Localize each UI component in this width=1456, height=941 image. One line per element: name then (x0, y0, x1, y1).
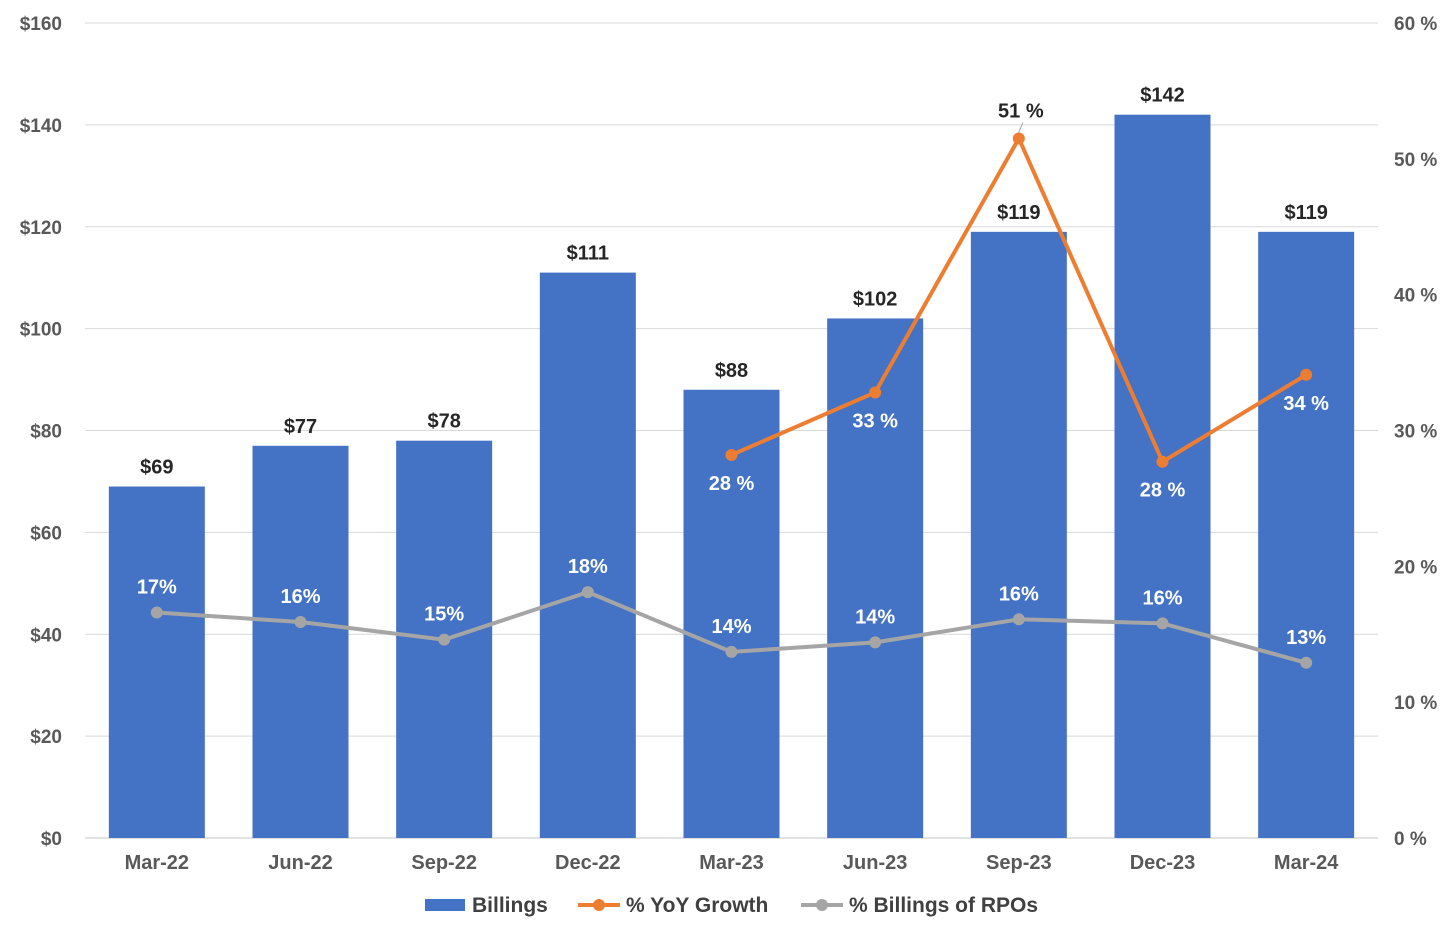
legend-marker-rpo-share (816, 899, 828, 911)
x-axis-category-label: Dec-23 (1130, 852, 1196, 874)
rpo-share-point (294, 616, 307, 629)
y-axis-tick-label: $100 (20, 320, 62, 341)
yoy-growth-point (1012, 132, 1025, 145)
yoy-growth-point (1156, 455, 1169, 468)
rpo-share-data-label: 17% (137, 577, 177, 599)
y-axis-tick-label: $60 (30, 523, 62, 544)
y2-axis-tick-label: 0 % (1394, 829, 1427, 850)
billings-data-label: $119 (1284, 202, 1327, 224)
billings-bar (1114, 114, 1211, 838)
legend-label-billings: Billings (472, 894, 548, 917)
billings-data-label: $88 (715, 360, 748, 382)
legend-label-rpo-share: % Billings of RPOs (849, 894, 1038, 917)
legend-label-yoy-growth: % YoY Growth (626, 894, 768, 917)
yoy-growth-point (869, 386, 882, 399)
billings-data-label: $102 (853, 288, 898, 310)
y2-axis-tick-label: 30 % (1394, 422, 1437, 443)
x-axis-category-label: Mar-23 (699, 852, 763, 874)
x-axis-category-label: Jun-23 (843, 852, 907, 874)
yoy-growth-point (1300, 368, 1313, 381)
rpo-share-point (1300, 656, 1313, 669)
rpo-share-point (581, 586, 594, 599)
yoy-growth-data-label: 51 % (998, 100, 1044, 122)
rpo-share-data-label: 15% (424, 604, 464, 626)
billings-data-label: $78 (427, 411, 460, 433)
rpo-share-point (725, 645, 738, 658)
legend-marker-yoy-growth (593, 899, 605, 911)
x-axis-category-label: Dec-22 (555, 852, 621, 874)
billings-data-label: $142 (1140, 85, 1185, 107)
yoy-growth-data-label: 34 % (1283, 393, 1329, 415)
y-axis-tick-label: $140 (20, 116, 62, 137)
rpo-share-data-label: 16% (1142, 587, 1182, 609)
legend-swatch-billings (425, 899, 465, 911)
y2-axis-tick-label: 10 % (1394, 693, 1437, 714)
x-axis-category-label: Jun-22 (268, 852, 332, 874)
rpo-share-data-label: 18% (568, 556, 608, 578)
rpo-share-point (438, 633, 451, 646)
rpo-share-data-label: 16% (999, 583, 1039, 605)
x-axis-category-label: Sep-23 (986, 852, 1052, 874)
yoy-growth-leader-line (1018, 122, 1024, 133)
y2-axis-tick-label: 60 % (1394, 14, 1437, 35)
yoy-growth-data-label: 33 % (852, 410, 898, 432)
y-axis-tick-label: $0 (41, 829, 62, 850)
y2-axis-tick-label: 20 % (1394, 557, 1437, 578)
x-axis-category-label: Mar-24 (1274, 852, 1339, 874)
yoy-growth-data-label: 28 % (709, 473, 755, 495)
rpo-share-point (869, 636, 882, 649)
yoy-growth-data-label: 28 % (1140, 480, 1186, 502)
rpo-share-point (1012, 613, 1025, 626)
billings-bar (683, 389, 780, 838)
y-axis-tick-label: $120 (20, 218, 62, 239)
y-axis-tick-label: $80 (30, 422, 62, 443)
rpo-share-data-label: 13% (1286, 627, 1326, 649)
billings-data-label: $77 (284, 416, 317, 438)
billings-bar (252, 445, 349, 838)
y-axis-tick-label: $40 (30, 625, 62, 646)
rpo-share-data-label: 14% (855, 606, 895, 628)
y2-axis-tick-label: 50 % (1394, 150, 1437, 171)
yoy-growth-point (725, 448, 738, 461)
billings-bar (970, 231, 1067, 838)
billings-bar (1258, 231, 1355, 838)
rpo-share-data-label: 14% (711, 616, 751, 638)
rpo-share-point (150, 606, 163, 619)
billings-data-label: $111 (567, 243, 609, 265)
y-axis-tick-label: $160 (20, 14, 62, 35)
billings-bar (108, 486, 205, 838)
y2-axis-tick-label: 40 % (1394, 286, 1437, 307)
rpo-share-point (1156, 617, 1169, 630)
x-axis-category-label: Mar-22 (125, 852, 189, 874)
rpo-share-data-label: 16% (280, 586, 320, 608)
billings-data-label: $69 (140, 457, 173, 479)
billings-data-label: $119 (997, 202, 1040, 224)
x-axis-category-label: Sep-22 (411, 852, 477, 874)
y-axis-tick-label: $20 (30, 727, 62, 748)
billings-bar (539, 272, 636, 838)
